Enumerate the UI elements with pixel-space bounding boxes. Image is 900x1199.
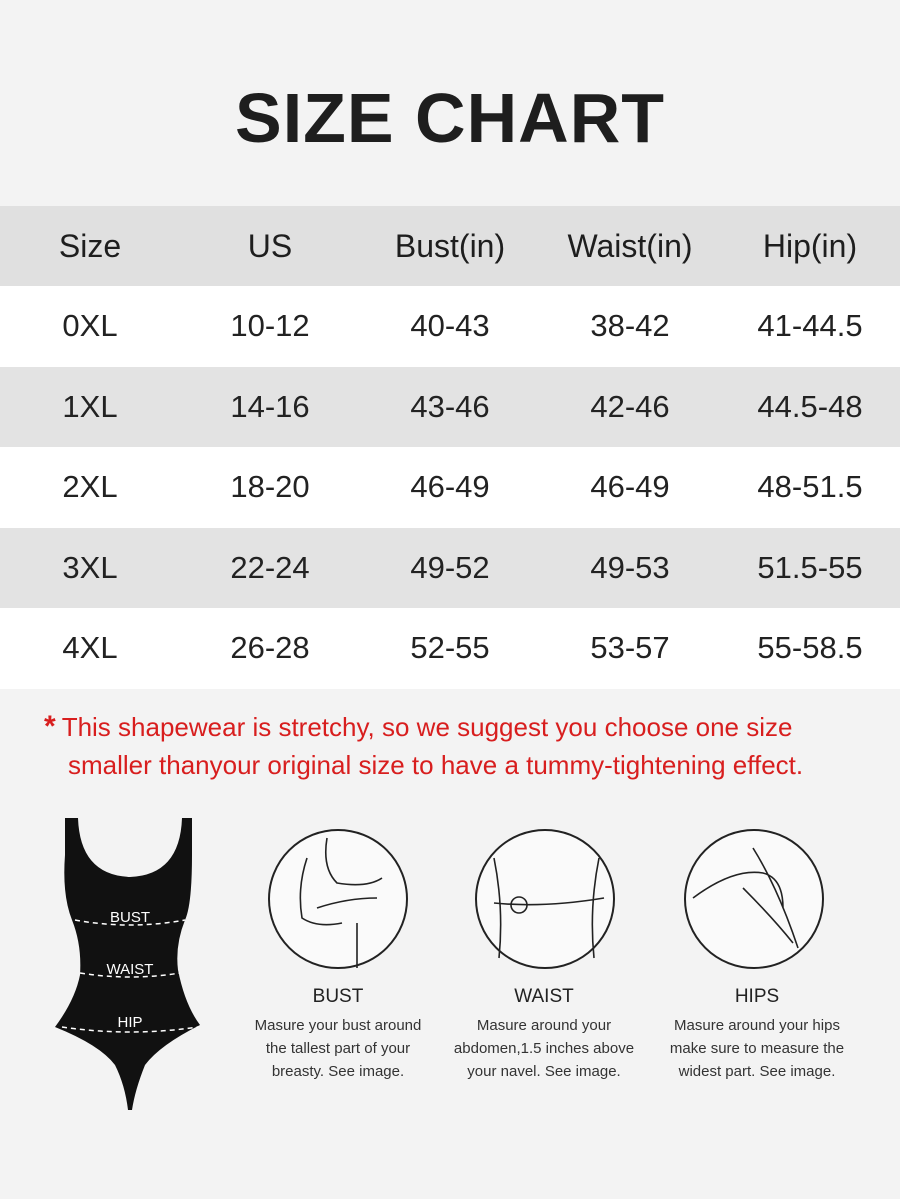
table-cell: 10-12 bbox=[230, 308, 310, 344]
guide-line: Masure around your hips bbox=[674, 1017, 840, 1034]
waist-measure-icon bbox=[474, 828, 616, 975]
guide-line: breasty. See image. bbox=[271, 1063, 405, 1080]
table-cell: 52-55 bbox=[410, 630, 490, 666]
header-cell: Size bbox=[58, 227, 122, 264]
guide-line: the tallest part of your bbox=[265, 1040, 411, 1057]
table-cell: 42-46 bbox=[590, 388, 670, 424]
table-cell: 55-58.5 bbox=[757, 630, 863, 666]
bust-label: BUST bbox=[109, 909, 150, 926]
guide-line: make sure to measure the bbox=[669, 1040, 845, 1057]
sizing-note: * This shapewear is stretchy, so we sugge… bbox=[44, 708, 864, 784]
header-cell: Hip(in) bbox=[762, 227, 858, 264]
table-header: Size US Bust(in) Waist(in) Hip(in) bbox=[0, 206, 900, 286]
table-cell: 1XL bbox=[62, 388, 118, 424]
table-cell: 22-24 bbox=[230, 549, 310, 585]
guide-line: widest part. See image. bbox=[678, 1063, 836, 1080]
bust-measure-icon bbox=[267, 828, 409, 975]
size-table: Size US Bust(in) Waist(in) Hip(in) 0XL 1… bbox=[0, 206, 900, 689]
header-cell: Bust(in) bbox=[394, 227, 506, 264]
note-line-2: smaller thanyour original size to have a… bbox=[68, 750, 804, 780]
guide-title: BUST bbox=[312, 986, 364, 1007]
table-cell: 46-49 bbox=[410, 469, 490, 505]
table-cell: 49-53 bbox=[590, 549, 670, 585]
guide-line: Masure around your bbox=[476, 1017, 612, 1034]
table-cell: 48-51.5 bbox=[757, 469, 863, 505]
table-cell: 49-52 bbox=[410, 549, 490, 585]
guide-line: your navel. See image. bbox=[467, 1063, 621, 1080]
table-cell: 51.5-55 bbox=[757, 549, 863, 585]
table-cell: 40-43 bbox=[410, 308, 490, 344]
table-cell: 14-16 bbox=[230, 388, 310, 424]
table-cell: 18-20 bbox=[230, 469, 310, 505]
page-title: SIZE CHART bbox=[235, 79, 665, 157]
table-cell: 46-49 bbox=[590, 469, 670, 505]
guide-title: HIPS bbox=[734, 986, 780, 1007]
table-cell: 2XL bbox=[62, 469, 118, 505]
table-cell: 41-44.5 bbox=[757, 308, 863, 344]
guide-title: WAIST bbox=[514, 986, 574, 1007]
bust-guide: BUST Masure your bust around the tallest… bbox=[238, 986, 438, 1083]
table-row: 0XL 10-12 40-43 38-42 41-44.5 bbox=[0, 286, 900, 367]
bodysuit-icon bbox=[55, 818, 200, 1110]
hips-guide: HIPS Masure around your hips make sure t… bbox=[657, 986, 857, 1083]
table-cell: 3XL bbox=[62, 549, 118, 585]
header-cell: US bbox=[247, 227, 293, 264]
table-cell: 53-57 bbox=[590, 630, 670, 666]
table-cell: 4XL bbox=[62, 630, 118, 666]
table-row: 2XL 18-20 46-49 46-49 48-51.5 bbox=[0, 447, 900, 528]
table-cell: 0XL bbox=[62, 308, 118, 344]
asterisk: * bbox=[44, 710, 56, 743]
bodysuit-illustration: BUST WAIST HIP bbox=[50, 815, 210, 1120]
table-row: 4XL 26-28 52-55 53-57 55-58.5 bbox=[0, 608, 900, 689]
table-cell: 38-42 bbox=[590, 308, 670, 344]
hips-measure-icon bbox=[683, 828, 825, 975]
waist-label: WAIST bbox=[106, 961, 154, 978]
note-line-1: This shapewear is stretchy, so we sugges… bbox=[61, 712, 793, 742]
header-cell: Waist(in) bbox=[567, 227, 693, 264]
guide-line: Masure your bust around bbox=[254, 1017, 422, 1034]
table-row: 3XL 22-24 49-52 49-53 51.5-55 bbox=[0, 527, 900, 608]
guide-line: abdomen,1.5 inches above bbox=[453, 1040, 635, 1057]
table-cell: 26-28 bbox=[230, 630, 310, 666]
table-row: 1XL 14-16 43-46 42-46 44.5-48 bbox=[0, 366, 900, 447]
waist-guide: WAIST Masure around your abdomen,1.5 inc… bbox=[444, 986, 644, 1083]
table-cell: 43-46 bbox=[410, 388, 490, 424]
hip-label: HIP bbox=[117, 1014, 143, 1031]
table-cell: 44.5-48 bbox=[757, 388, 863, 424]
